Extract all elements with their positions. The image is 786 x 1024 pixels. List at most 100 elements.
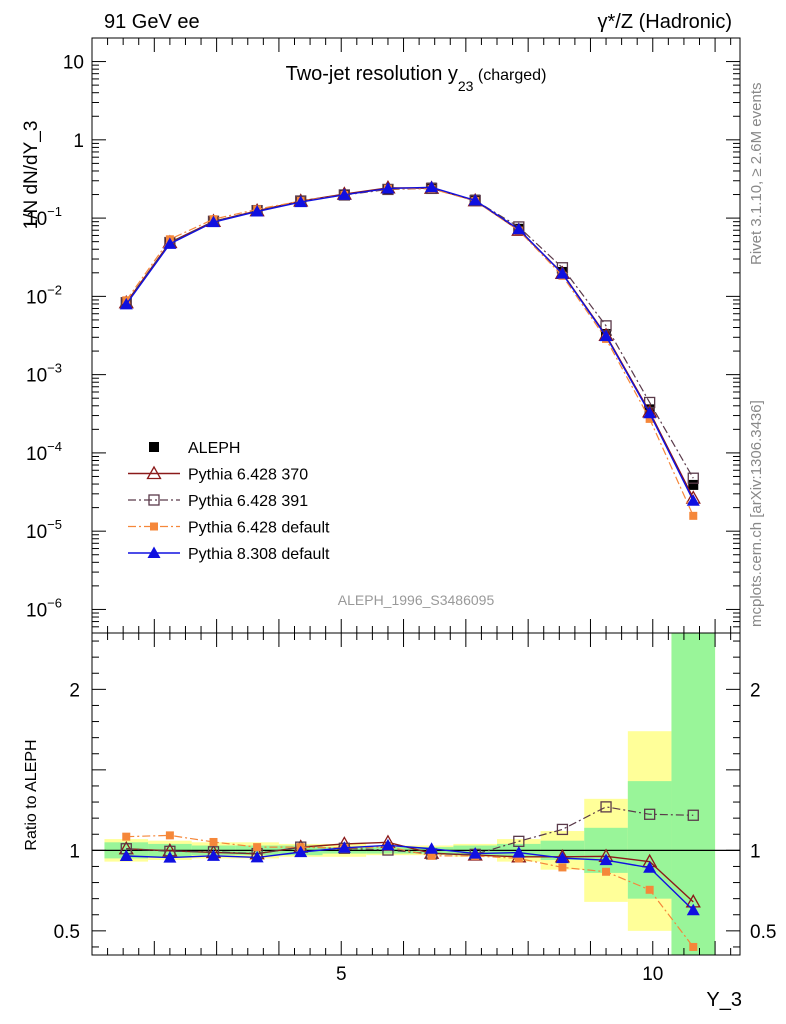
data-point (250, 205, 264, 217)
ratio-data-point (599, 853, 613, 866)
chart-title-subscript: 23 (458, 78, 474, 94)
main-y-tick-exponent: −2 (47, 282, 62, 297)
main-y-axis-label: 1/N dN/dY_3 (21, 121, 42, 230)
ratio-series-line (126, 844, 694, 911)
data-point (207, 215, 220, 228)
ratio-data-point (558, 863, 567, 872)
data-point (687, 472, 699, 484)
x-tick-label: 10 (642, 964, 663, 985)
ratio-data-point (556, 823, 569, 836)
data-point (512, 222, 526, 235)
main-y-tick-label: 10−4 (26, 439, 62, 465)
main-y-tick-label: 10−3 (26, 361, 62, 387)
legend-label: Pythia 8.308 default (188, 546, 330, 563)
legend-label: ALEPH (188, 440, 240, 457)
watermark-label: ALEPH_1996_S3486095 (338, 592, 495, 608)
data-point (645, 414, 654, 423)
ratio-data-point (602, 867, 611, 876)
ratio-data-point (600, 801, 612, 813)
legend-marker (146, 465, 162, 480)
main-y-tick-label: 10−2 (26, 282, 62, 308)
series-pythia-6-428-391 (120, 182, 699, 484)
main-y-tick-label: 10−6 (26, 595, 62, 621)
ratio-data-point (381, 838, 395, 851)
series-pythia-8-308-default (119, 180, 700, 506)
ratio-data-point (122, 832, 131, 841)
ratio-y-tick-label-right: 1 (750, 841, 761, 862)
main-y-tick-label: 10−1 (26, 204, 62, 230)
ratio-y-tick-label-right: 2 (750, 680, 761, 701)
ratio-data-point (427, 851, 436, 860)
ratio-data-point (209, 837, 218, 846)
uncertainty-band-green (627, 781, 672, 899)
legend-entry-pythia-6-428-370: Pythia 6.428 370 (128, 465, 308, 484)
legend-label: Pythia 6.428 default (188, 520, 330, 537)
chart-title-main: Two-jet resolution y (286, 63, 458, 85)
data-point (337, 188, 351, 200)
data-point (119, 297, 133, 310)
legend-entry-aleph: ALEPH (149, 440, 240, 457)
ratio-data-point (686, 903, 700, 916)
main-y-tick-exponent: −6 (47, 595, 62, 610)
ratio-y-tick-label-right: 0.5 (750, 922, 776, 943)
ratio-y-tick-label: 0.5 (54, 922, 80, 943)
data-point (689, 511, 698, 520)
main-y-tick-label: 1 (73, 131, 84, 152)
series-line (125, 188, 694, 517)
ratio-data-point (687, 809, 699, 821)
legend-marker (148, 494, 160, 506)
rivet-version-label: Rivet 3.1.10, ≥ 2.6M events (748, 83, 765, 266)
ratio-data-point (207, 849, 220, 861)
ratio-data-point (514, 854, 523, 863)
legend-entry-pythia-6-428-default: Pythia 6.428 default (128, 520, 330, 537)
series-line (125, 186, 694, 502)
ratio-data-point (468, 847, 482, 859)
legend-marker (149, 442, 159, 452)
legend-marker (147, 546, 161, 558)
ratio-data-point (689, 942, 698, 951)
ratio-data-point (643, 861, 657, 873)
chart-title: Two-jet resolution y23 (charged) (286, 63, 547, 94)
main-plot-frame (91, 37, 741, 634)
ratio-data-point (425, 842, 439, 854)
data-point (294, 195, 308, 208)
data-point (468, 193, 482, 206)
ratio-data-point (294, 845, 308, 858)
mcplots-label: mcplots.cern.ch [arXiv:1306.3436] (748, 400, 765, 627)
data-point (425, 180, 439, 193)
ratio-data-point (250, 850, 264, 863)
header-left-label: 91 GeV ee (104, 11, 200, 33)
ratio-series-pythia-8-308-default (119, 838, 700, 916)
ratio-data-point (165, 831, 174, 840)
data-point (686, 494, 700, 506)
ratio-series-line (126, 806, 694, 855)
data-point (163, 237, 177, 249)
data-point (688, 479, 699, 490)
main-y-tick-exponent: −1 (47, 204, 62, 219)
ratio-panel: 5 10 0.5 0.5 1 1 2 2 Ratio to ALEPH Y_3 (23, 632, 776, 1011)
ratio-data-point (253, 843, 262, 852)
data-point (643, 406, 657, 419)
legend-label: Pythia 6.428 370 (188, 467, 308, 484)
ratio-y-tick-label: 2 (69, 680, 80, 701)
ratio-y-tick-label: 1 (69, 841, 80, 862)
ratio-data-point (555, 851, 569, 864)
ratio-data-point (512, 846, 526, 858)
data-point (599, 329, 613, 342)
ratio-plot-frame (91, 632, 741, 956)
main-y-tick-label: 10−5 (26, 517, 62, 543)
main-y-tick-exponent: −5 (47, 517, 62, 532)
header-right-label: γ*/Z (Hadronic) (598, 11, 732, 33)
ratio-data-point (119, 849, 133, 861)
chart-title-suffix: (charged) (473, 67, 546, 84)
legend-label: Pythia 6.428 391 (188, 493, 308, 510)
main-y-tick-exponent: −4 (47, 439, 62, 454)
legend-entry-pythia-6-428-391: Pythia 6.428 391 (128, 493, 308, 510)
ratio-data-point (644, 808, 656, 820)
ratio-series-line (126, 834, 694, 948)
ratio-data-point (163, 851, 177, 863)
ratio-series-line (126, 841, 694, 903)
legend-entry-pythia-8-308-default: Pythia 8.308 default (128, 546, 330, 563)
